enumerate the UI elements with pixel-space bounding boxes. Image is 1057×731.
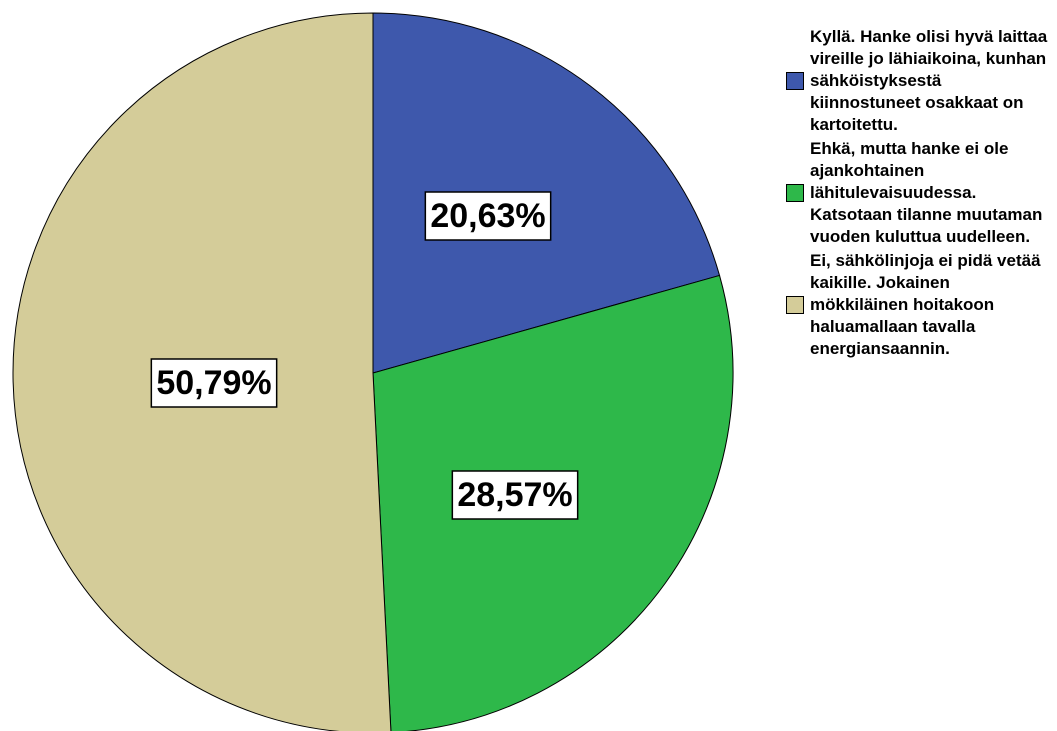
pie-area: 20,63% 28,57% 50,79% <box>12 12 734 731</box>
data-label-text: 28,57% <box>457 476 572 514</box>
data-label: 20,63% <box>424 191 552 241</box>
data-label-text: 20,63% <box>430 197 545 235</box>
legend-text: Kyllä. Hanke olisi hyvä laittaa vireille… <box>810 27 1048 134</box>
data-label-box <box>451 470 579 520</box>
data-label-box <box>424 191 552 241</box>
legend-entry: Kyllä. Hanke olisi hyvä laittaa vireille… <box>786 26 1054 136</box>
data-label-box <box>150 358 278 408</box>
legend-text: Ei, sähkölinjoja ei pidä vetää kaikille.… <box>810 251 1041 358</box>
legend-swatch <box>786 184 804 202</box>
legend-entry: Ei, sähkölinjoja ei pidä vetää kaikille.… <box>786 250 1054 360</box>
data-label: 28,57% <box>451 470 579 520</box>
data-label: 50,79% <box>150 358 278 408</box>
legend-swatch <box>786 296 804 314</box>
legend-swatch <box>786 72 804 90</box>
legend: Kyllä. Hanke olisi hyvä laittaa vireille… <box>786 26 1054 362</box>
legend-entry: Ehkä, mutta hanke ei ole ajankohtainen l… <box>786 138 1054 248</box>
legend-text: Ehkä, mutta hanke ei ole ajankohtainen l… <box>810 139 1043 246</box>
data-label-text: 50,79% <box>156 364 271 402</box>
